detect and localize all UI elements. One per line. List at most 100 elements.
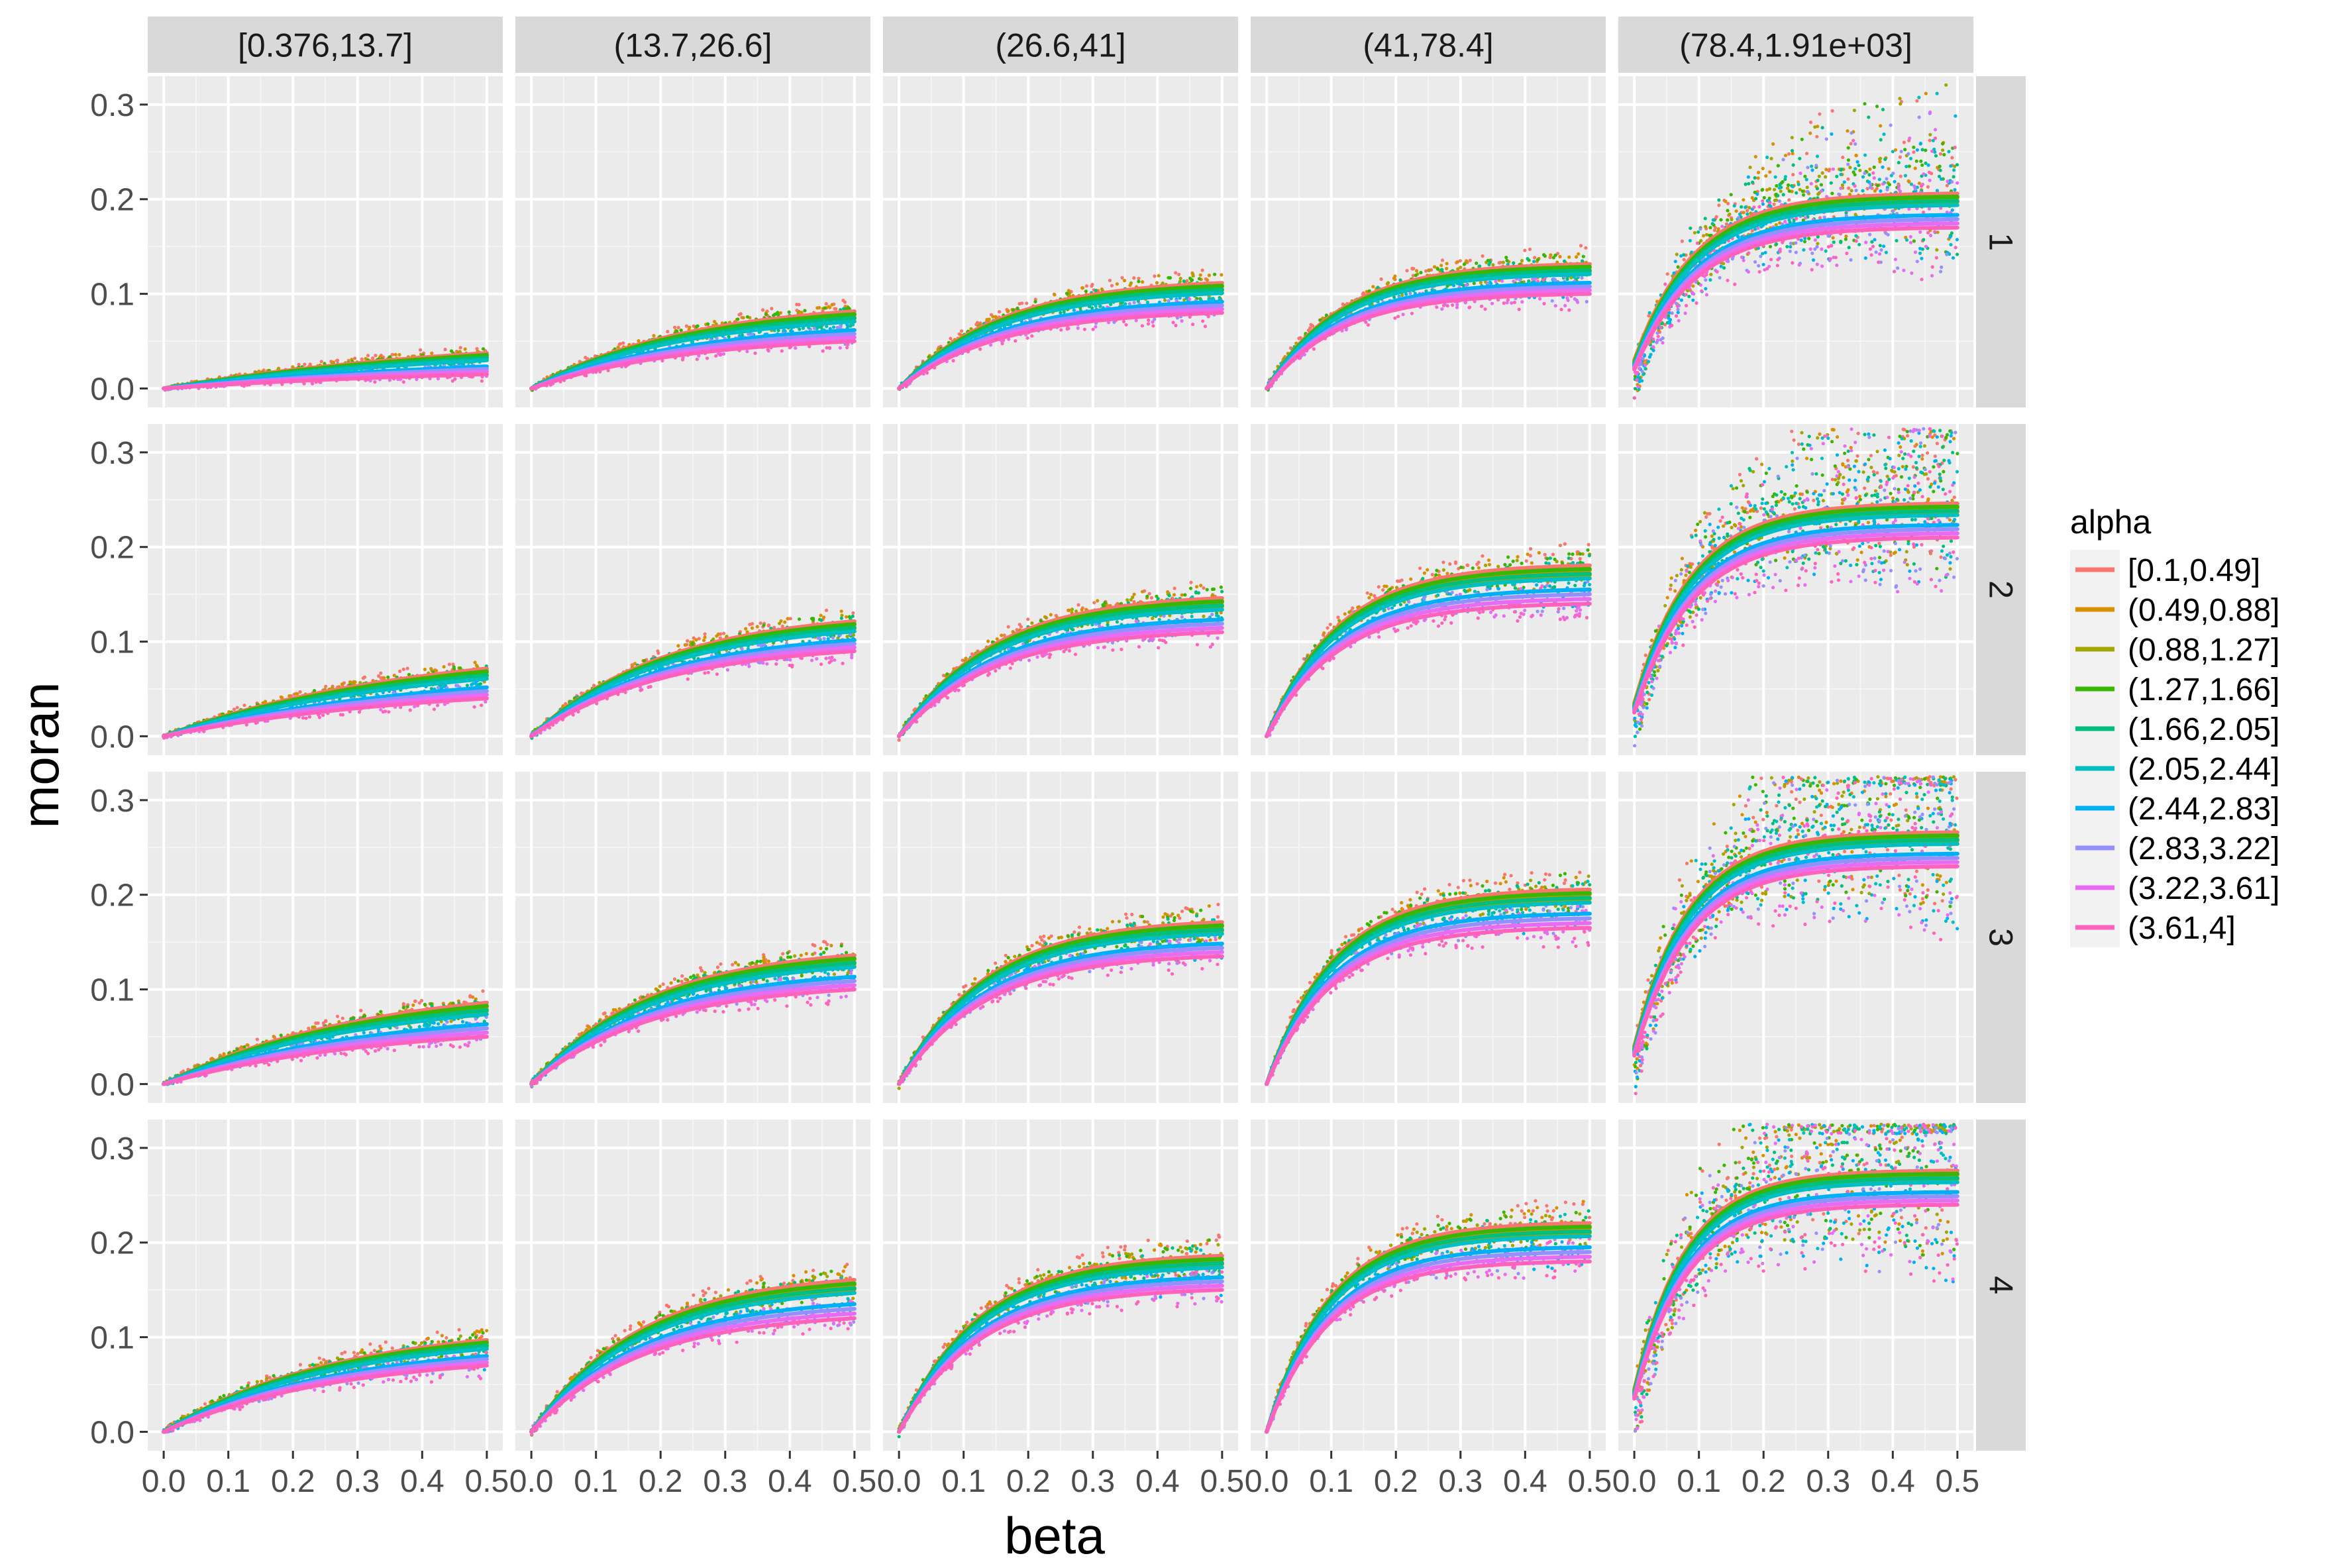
data-point	[1198, 277, 1201, 280]
data-point	[978, 348, 982, 351]
data-point	[680, 329, 683, 332]
data-point	[1685, 293, 1688, 296]
data-point	[1805, 152, 1808, 155]
data-point	[1740, 256, 1744, 259]
data-point	[1776, 264, 1779, 267]
data-point	[464, 347, 467, 350]
data-point	[311, 382, 314, 386]
data-point	[1875, 105, 1879, 108]
data-point	[242, 704, 246, 707]
data-point	[1847, 158, 1850, 162]
data-point	[1877, 260, 1880, 264]
data-point	[1871, 244, 1875, 248]
data-point	[831, 303, 834, 306]
data-point	[770, 307, 773, 310]
data-point	[1844, 238, 1848, 241]
data-point	[1685, 304, 1688, 307]
data-point	[1897, 161, 1901, 164]
data-point	[1414, 274, 1418, 277]
data-point	[1157, 274, 1161, 278]
data-point	[1728, 213, 1731, 216]
data-point	[1174, 271, 1177, 274]
data-point	[1928, 133, 1932, 136]
data-point	[1912, 239, 1916, 242]
data-point	[1806, 185, 1809, 189]
data-point	[1845, 252, 1848, 255]
data-point	[1785, 245, 1789, 248]
data-point	[1174, 324, 1177, 327]
data-point	[303, 362, 306, 366]
data-point	[998, 310, 1001, 313]
data-point	[803, 309, 806, 312]
data-point	[1831, 109, 1834, 113]
data-point	[1581, 259, 1584, 262]
data-point	[1502, 301, 1506, 305]
data-point	[1439, 264, 1443, 267]
data-point	[1563, 304, 1567, 307]
data-point	[1483, 307, 1486, 311]
data-point	[1757, 264, 1760, 268]
data-point	[1759, 254, 1762, 258]
data-point	[1849, 258, 1852, 262]
data-point	[1213, 273, 1216, 276]
data-point	[742, 316, 745, 319]
data-point	[1768, 187, 1771, 191]
data-point	[1435, 305, 1438, 309]
data-point	[430, 352, 433, 355]
data-point	[1810, 164, 1813, 168]
data-point	[1393, 317, 1396, 320]
data-point	[1659, 326, 1663, 329]
data-point	[1012, 308, 1015, 311]
data-point	[821, 349, 825, 352]
data-point	[1754, 197, 1757, 200]
data-point	[1893, 180, 1896, 183]
data-point	[1769, 157, 1773, 160]
data-point	[1787, 219, 1791, 222]
data-point	[1481, 254, 1485, 258]
facet-panel	[1618, 76, 1973, 407]
data-point	[1705, 233, 1708, 236]
data-point	[1920, 164, 1924, 167]
data-point	[1789, 242, 1793, 245]
data-point	[1661, 322, 1664, 325]
data-point	[1510, 301, 1513, 305]
data-point	[1809, 247, 1812, 250]
data-point	[1935, 248, 1938, 252]
data-point	[1551, 299, 1554, 303]
data-point	[1956, 252, 1959, 256]
data-point	[1899, 102, 1902, 105]
data-point	[1647, 314, 1650, 317]
data-point	[379, 672, 382, 675]
data-point	[1689, 239, 1692, 242]
data-point	[1554, 304, 1557, 307]
data-point	[1775, 242, 1778, 246]
data-point	[1702, 234, 1705, 237]
data-point	[1726, 219, 1729, 222]
data-point	[444, 348, 447, 351]
data-point	[1816, 179, 1820, 182]
data-point	[1791, 185, 1795, 188]
data-point	[1708, 278, 1712, 282]
data-point	[1758, 270, 1761, 274]
data-point	[1671, 311, 1674, 315]
data-point	[1188, 297, 1191, 301]
data-point	[1868, 233, 1871, 236]
data-point	[1693, 231, 1696, 235]
data-point	[1928, 179, 1932, 182]
data-point	[1954, 146, 1957, 149]
data-point	[1816, 154, 1819, 158]
data-point	[1764, 174, 1767, 178]
data-point	[1879, 138, 1883, 141]
data-point	[1853, 173, 1857, 176]
data-point	[1763, 196, 1766, 199]
data-point	[825, 346, 829, 349]
data-point	[1415, 269, 1418, 272]
data-point	[1924, 245, 1928, 248]
data-point	[736, 317, 739, 321]
data-point	[1709, 273, 1712, 276]
data-point	[397, 353, 401, 356]
data-point	[722, 352, 725, 356]
data-point	[652, 334, 655, 337]
data-point	[1915, 160, 1918, 163]
